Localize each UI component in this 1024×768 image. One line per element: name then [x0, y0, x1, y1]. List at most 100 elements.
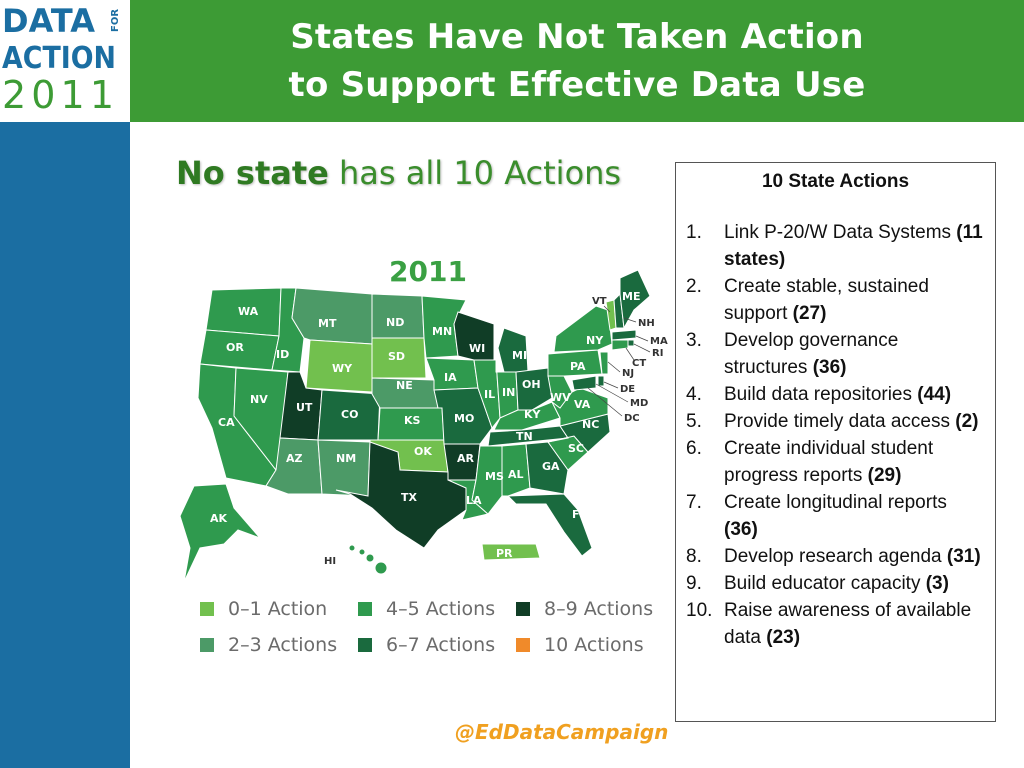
label-NH: NH [638, 318, 655, 329]
state-HI-island-4 [374, 561, 388, 575]
action-count: (27) [792, 303, 827, 324]
state-SD [371, 337, 427, 379]
action-text: Raise awareness of available data (23) [724, 597, 985, 651]
action-label: Develop governance structures [724, 330, 899, 378]
label-NJ: NJ [622, 368, 634, 379]
state-RI [627, 339, 635, 347]
action-num: 1. [686, 222, 702, 243]
action-num: 6. [686, 438, 702, 459]
state-PR [481, 543, 541, 561]
label-MN: MN [432, 325, 452, 338]
action-label: Create longitudinal reports [724, 492, 947, 513]
twitter-handle[interactable]: @EdDataCampaign [455, 720, 669, 744]
subtitle: No state has all 10 Actions [176, 154, 621, 192]
legend-item-0: 0–1 Action [200, 598, 327, 620]
legend-label-2: 8–9 Actions [544, 598, 654, 620]
action-item-2: 2. Create stable, sustained support (27) [686, 273, 985, 327]
action-item-5: 5. Provide timely data access (2) [686, 408, 985, 435]
us-states-map: 2011 [179, 255, 668, 583]
action-item-1: 1. Link P-20/W Data Systems (11 states) [686, 219, 985, 273]
label-ID: ID [276, 348, 289, 361]
label-OR: OR [226, 341, 244, 354]
logo-for-text: FOR [110, 9, 121, 32]
action-num: 3. [686, 330, 702, 351]
label-HI: HI [324, 556, 336, 567]
data-for-action-logo: DATA FOR ACTION 2011 [0, 0, 130, 122]
action-item-3: 3. Develop governance structures (36) [686, 327, 985, 381]
state-OH [515, 367, 553, 411]
label-IA: IA [444, 371, 457, 384]
legend-swatch-0 [200, 602, 214, 616]
action-label: Raise awareness of available data [724, 600, 972, 648]
label-MS: MS [485, 470, 504, 483]
action-label: Develop research agenda [724, 546, 947, 567]
action-count: (3) [925, 573, 949, 594]
label-KS: KS [404, 414, 421, 427]
label-MO: MO [454, 412, 474, 425]
label-TN: TN [516, 430, 533, 443]
action-item-9: 9. Build educator capacity (3) [686, 570, 985, 597]
state-HI-island-3 [365, 553, 375, 563]
label-MT: MT [318, 317, 337, 330]
legend-swatch-2 [516, 602, 530, 616]
slide-title-line1: States Have Not Taken Action [290, 17, 864, 57]
action-count: (36) [812, 357, 847, 378]
label-NC: NC [582, 418, 599, 431]
state-AK [179, 483, 262, 583]
label-SD: SD [388, 350, 405, 363]
action-item-6: 6. Create individual student progress rep… [686, 435, 985, 489]
label-IN: IN [502, 386, 515, 399]
state-HI-island-1 [348, 544, 356, 552]
label-KY: KY [524, 408, 542, 421]
logo-data-text: DATA [2, 2, 95, 40]
subtitle-bold: No state [176, 154, 329, 192]
state-TX [335, 441, 467, 549]
map-year: 2011 [389, 255, 467, 288]
action-text: Develop research agenda (31) [724, 543, 985, 570]
legend-label-5: 10 Actions [544, 634, 644, 656]
actions-title: 10 State Actions [761, 171, 910, 192]
legend-item-1: 4–5 Actions [358, 598, 495, 620]
action-item-10: 10. Raise awareness of available data (23… [686, 597, 985, 651]
action-count: (29) [867, 465, 902, 486]
label-PA: PA [570, 360, 586, 373]
legend-label-0: 0–1 Action [228, 598, 328, 620]
action-item-7: 7. Create longitudinal reports (36) [686, 489, 985, 543]
subtitle-rest: has all 10 Actions [328, 154, 622, 192]
action-count: (44) [917, 384, 952, 405]
label-WI: WI [469, 342, 485, 355]
action-num: 9. [686, 573, 702, 594]
action-text: Develop governance structures (36) [724, 327, 985, 381]
action-label: Build educator capacity [724, 573, 926, 594]
slide-title-line2: to Support Effective Data Use [288, 65, 866, 105]
label-IL: IL [484, 388, 495, 401]
state-MT [291, 287, 373, 345]
legend-item-5: 10 Actions [516, 634, 644, 656]
action-text: Link P-20/W Data Systems (11 states) [724, 219, 985, 273]
legend-item-4: 6–7 Actions [358, 634, 495, 656]
action-label: Provide timely data access [724, 411, 956, 432]
action-num: 2. [686, 276, 702, 297]
label-CA: CA [218, 416, 235, 429]
label-VA: VA [574, 398, 591, 411]
action-label: Create stable, sustained support [724, 276, 929, 324]
action-text: Create longitudinal reports (36) [724, 489, 985, 543]
action-num: 8. [686, 546, 702, 567]
legend-swatch-4 [358, 638, 372, 652]
legend-label-4: 6–7 Actions [386, 634, 496, 656]
logo-year-text: 2011 [2, 73, 114, 117]
legend-label-1: 4–5 Actions [386, 598, 496, 620]
action-num: 5. [686, 411, 702, 432]
action-text: Create individual student progress repor… [724, 435, 985, 489]
label-CT: CT [632, 358, 646, 369]
state-HI [348, 544, 388, 575]
action-count: (11 states) [724, 222, 983, 270]
label-CO: CO [341, 408, 358, 421]
label-LA: LA [466, 494, 482, 507]
state-ME [619, 269, 651, 330]
state-FL [506, 493, 593, 557]
action-num: 7. [686, 492, 702, 513]
state-AL [501, 443, 531, 497]
left-accent-bar [0, 122, 130, 768]
legend-swatch-3 [200, 638, 214, 652]
